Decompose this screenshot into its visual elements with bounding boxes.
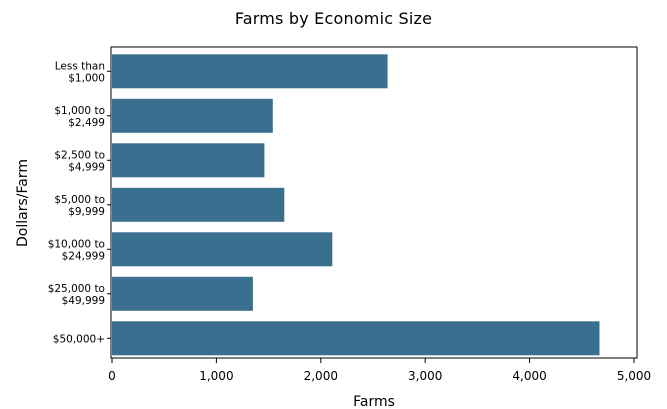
y-category-label: $1,000 to <box>54 105 105 117</box>
x-tick-label: 0 <box>108 369 116 383</box>
bar <box>112 276 253 311</box>
y-category-label: Less than <box>55 60 105 72</box>
bar <box>112 187 285 222</box>
x-tick-label: 4,000 <box>512 369 546 383</box>
y-category-label: $1,000 <box>68 72 105 84</box>
bar <box>112 321 600 356</box>
bars-group <box>112 54 600 356</box>
y-category-label: $5,000 to <box>54 194 105 206</box>
y-category-label: $10,000 to <box>48 238 105 250</box>
y-category-label: $4,999 <box>68 161 105 173</box>
chart-title: Farms by Economic Size <box>234 9 433 28</box>
y-category-label: $25,000 to <box>48 283 105 295</box>
x-axis-title: Farms <box>353 394 395 409</box>
x-tick-label: 1,000 <box>199 369 233 383</box>
bar <box>112 54 388 89</box>
bar <box>112 143 265 178</box>
y-axis-title: Dollars/Farm <box>15 159 31 247</box>
bar <box>112 232 333 267</box>
x-tick-label: 2,000 <box>304 369 338 383</box>
x-tick-label: 3,000 <box>408 369 442 383</box>
x-tick-label: 5,000 <box>617 369 651 383</box>
y-category-label: $9,999 <box>68 206 105 218</box>
y-category-label: $2,499 <box>68 117 105 129</box>
bar <box>112 98 273 133</box>
y-category-label: $24,999 <box>62 250 105 262</box>
y-category-label: $50,000+ <box>53 333 105 345</box>
category-labels: Less than$1,000$1,000 to$2,499$2,500 to$… <box>48 60 111 345</box>
x-axis-ticks: 0 1,000 2,000 3,000 4,000 5,000 <box>108 358 651 383</box>
plot-area-frame <box>110 46 638 359</box>
y-category-label: $49,999 <box>62 295 105 307</box>
y-category-label: $2,500 to <box>54 149 105 161</box>
